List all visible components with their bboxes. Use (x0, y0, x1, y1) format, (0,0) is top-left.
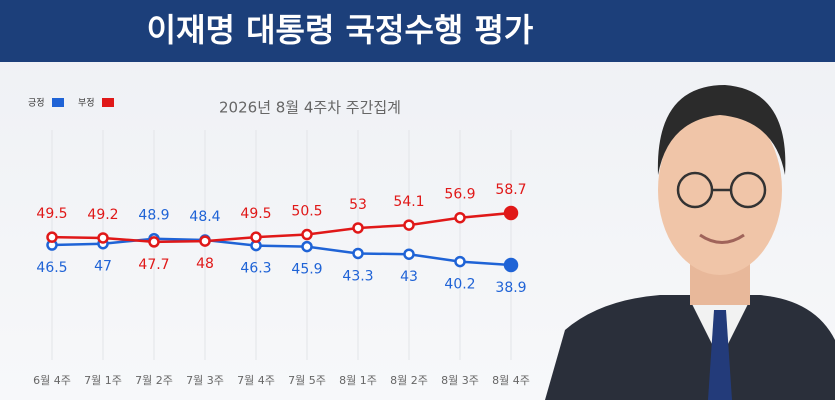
x-tick-label: 7월 2주 (135, 374, 173, 387)
data-label: 47.7 (138, 257, 169, 273)
point (46, 231, 58, 243)
point (352, 222, 364, 234)
x-tick-label: 8월 3주 (441, 374, 479, 387)
data-label: 48.4 (189, 209, 220, 225)
point (454, 211, 466, 224)
x-tick-label: 8월 1주 (339, 374, 377, 387)
data-label: 43.3 (342, 268, 373, 284)
data-label: 48 (196, 256, 214, 272)
point (503, 205, 519, 221)
data-label: 46.3 (240, 261, 271, 277)
data-label: 54.1 (393, 194, 424, 210)
point (454, 255, 466, 268)
x-tick-label: 7월 5주 (288, 374, 326, 387)
data-label: 58.7 (495, 182, 526, 198)
series-line (51, 211, 512, 244)
header-bar (0, 0, 835, 62)
x-tick-label: 7월 4주 (237, 374, 275, 387)
legend-label: 부정 (78, 98, 95, 109)
legend-swatch (52, 98, 64, 107)
series-line (51, 237, 512, 267)
point (503, 257, 519, 273)
point (403, 219, 415, 231)
x-tick-label: 8월 4주 (492, 374, 530, 387)
point (301, 240, 313, 253)
data-label: 50.5 (291, 204, 322, 220)
x-tick-label: 8월 2주 (390, 374, 428, 387)
point (148, 236, 160, 248)
data-label: 38.9 (495, 280, 526, 296)
data-label: 40.2 (444, 277, 475, 293)
chart-title: 이재명 대통령 국정수행 평가 (147, 11, 534, 49)
point (199, 235, 211, 247)
data-label: 47 (94, 259, 112, 275)
x-tick-label: 7월 1주 (84, 374, 122, 387)
data-label: 49.5 (240, 206, 271, 222)
chart-subtitle: 2026년 8월 4주차 주간집계 (219, 99, 401, 117)
legend-swatch (102, 98, 114, 107)
x-tick-label: 7월 3주 (186, 374, 224, 387)
data-label: 48.9 (138, 208, 169, 224)
data-label: 56.9 (444, 187, 475, 203)
data-label: 49.2 (87, 207, 118, 223)
data-label: 45.9 (291, 262, 322, 278)
data-label: 53 (349, 197, 367, 213)
photo-placeholder (545, 85, 835, 400)
point (250, 231, 262, 243)
point (97, 232, 109, 244)
data-label: 43 (400, 269, 418, 285)
data-label: 49.5 (36, 206, 67, 222)
point (301, 228, 313, 241)
point (403, 248, 415, 260)
point (352, 247, 364, 260)
data-label: 46.5 (36, 260, 67, 276)
legend-label: 긍정 (28, 98, 45, 109)
x-tick-label: 6월 4주 (33, 374, 71, 387)
